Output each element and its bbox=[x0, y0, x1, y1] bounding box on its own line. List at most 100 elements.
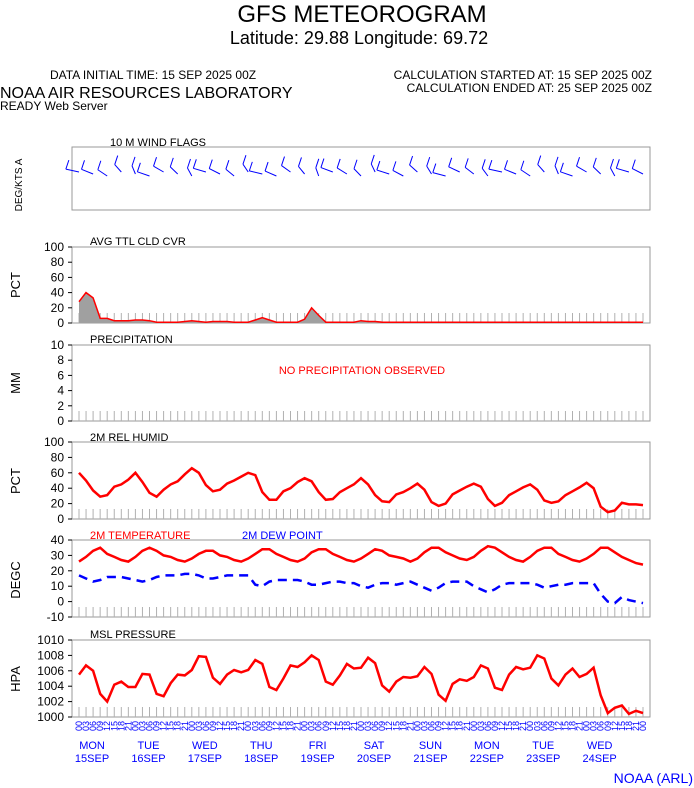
x-hour-label: 18 bbox=[286, 721, 296, 731]
y-tick-label: 1008 bbox=[37, 648, 64, 662]
wind-barb-flag bbox=[81, 160, 85, 170]
precip-panel-frame bbox=[71, 344, 651, 422]
x-hour-label: 18 bbox=[455, 721, 465, 731]
x-hour-label: 21 bbox=[462, 721, 472, 731]
x-hour-label: 18 bbox=[398, 721, 408, 731]
y-tick-label: 60 bbox=[51, 466, 65, 480]
wind-barb-flag bbox=[353, 159, 358, 169]
y-tick-label: 20 bbox=[51, 497, 65, 511]
x-day-label: FRI bbox=[309, 740, 327, 752]
wind-barb bbox=[353, 168, 362, 177]
x-hour-label: 09 bbox=[152, 721, 162, 731]
x-day-label: SUN bbox=[419, 740, 442, 752]
wind-barb bbox=[281, 165, 291, 173]
y-tick-label: 2 bbox=[57, 399, 64, 413]
dewpoint-series-title: 2M DEW POINT bbox=[242, 530, 323, 542]
x-hour-label: 21 bbox=[349, 721, 359, 731]
y-tick-label: 100 bbox=[44, 435, 64, 449]
wind-barb-flag bbox=[615, 159, 620, 169]
x-hour-label: 00 bbox=[356, 721, 366, 731]
x-hour-label: 06 bbox=[145, 721, 155, 731]
x-hour-label: 15 bbox=[166, 721, 176, 731]
wind-barb-flag bbox=[242, 155, 247, 165]
x-hour-label: 03 bbox=[532, 721, 542, 731]
wind-barb bbox=[464, 166, 475, 175]
x-hour-label: 15 bbox=[560, 721, 570, 731]
x-date-label: 23SEP bbox=[526, 753, 560, 765]
org-label: NOAA AIR RESOURCES LABORATORY bbox=[0, 85, 293, 102]
x-day-label: TUE bbox=[532, 740, 554, 752]
x-hour-label: 00 bbox=[582, 721, 592, 731]
x-hour-label: 06 bbox=[257, 721, 267, 731]
x-hour-label: 03 bbox=[194, 721, 204, 731]
x-hour-label: 15 bbox=[109, 721, 119, 731]
wind-barb-flag bbox=[208, 159, 213, 169]
x-hour-label: 09 bbox=[546, 721, 556, 731]
x-hour-label: 03 bbox=[81, 721, 91, 731]
x-hour-label: 12 bbox=[271, 721, 281, 731]
x-day-label: MON bbox=[79, 740, 105, 752]
wind-barb-flag bbox=[131, 156, 136, 167]
x-hour-label: 12 bbox=[497, 721, 507, 731]
x-hour-label: 09 bbox=[434, 721, 444, 731]
wind-barb-flag bbox=[336, 158, 341, 169]
y-tick-label: 40 bbox=[51, 533, 65, 547]
wind-barb-flag bbox=[409, 155, 414, 166]
calc-start-label: CALCULATION STARTED AT: 15 SEP 2025 00Z bbox=[394, 68, 652, 82]
x-hour-label: 12 bbox=[441, 721, 451, 731]
x-hour-label: 18 bbox=[229, 721, 239, 731]
humidity-line bbox=[78, 466, 644, 514]
wind-barb-flag bbox=[631, 159, 636, 169]
x-hour-label: 03 bbox=[137, 721, 147, 731]
wind-barb bbox=[97, 169, 108, 177]
x-hour-label: 12 bbox=[553, 721, 563, 731]
data-time-label: DATA INITIAL TIME: 15 SEP 2025 00Z bbox=[50, 68, 256, 82]
wind-barb bbox=[209, 168, 221, 175]
wind-barb bbox=[488, 168, 503, 173]
wind-barb-flag bbox=[448, 157, 453, 167]
y-tick-label: 40 bbox=[51, 481, 65, 495]
x-hour-label: 21 bbox=[631, 721, 641, 731]
y-tick-label: 20 bbox=[51, 301, 65, 315]
wind-barb-flag bbox=[315, 158, 320, 168]
x-hour-label: 21 bbox=[575, 721, 585, 731]
wind-barb-flag bbox=[248, 161, 253, 172]
chart-marks: 0204060801000246810020406080100-10010203… bbox=[37, 154, 648, 765]
temperature-line bbox=[78, 544, 644, 566]
wind-barb bbox=[169, 166, 179, 175]
wind-barb bbox=[187, 167, 193, 177]
y-tick-label: 1004 bbox=[37, 679, 64, 693]
temperature-series-title: 2M TEMPERATURE bbox=[90, 530, 190, 542]
y-tick-label: 0 bbox=[57, 316, 64, 330]
x-date-label: 15SEP bbox=[75, 753, 109, 765]
x-day-label: TUE bbox=[137, 740, 159, 752]
wind-barb-flag bbox=[520, 160, 525, 170]
y-tick-label: 100 bbox=[44, 240, 64, 254]
x-hour-label: 15 bbox=[504, 721, 514, 731]
wind-barb-flag bbox=[320, 158, 325, 168]
x-hour-label: 06 bbox=[201, 721, 211, 731]
x-hour-label: 21 bbox=[180, 721, 190, 731]
y-tick-label: 0 bbox=[57, 595, 64, 609]
wind-barb bbox=[576, 165, 587, 173]
wind-barb bbox=[336, 167, 348, 175]
wind-barb-flag bbox=[225, 160, 230, 170]
y-tick-label: 1002 bbox=[37, 695, 64, 709]
x-hour-label: 09 bbox=[321, 721, 331, 731]
wind-barb-flag bbox=[192, 159, 197, 169]
x-hour-label: 00 bbox=[300, 721, 310, 731]
x-hour-label: 12 bbox=[328, 721, 338, 731]
y-tick-label: 10 bbox=[51, 579, 65, 593]
x-hour-label: 18 bbox=[511, 721, 521, 731]
pressure-line bbox=[78, 653, 644, 716]
y-tick-label: 1010 bbox=[37, 633, 64, 647]
wind-barb-flag bbox=[464, 158, 469, 168]
x-hour-label: 12 bbox=[159, 721, 169, 731]
cloud-panel-title: AVG TTL CLD CVR bbox=[90, 236, 186, 248]
wind-barb bbox=[616, 167, 630, 173]
x-hour-label: 06 bbox=[314, 721, 324, 731]
x-date-label: 21SEP bbox=[413, 753, 447, 765]
x-hour-label: 03 bbox=[476, 721, 486, 731]
wind-barb-flag bbox=[488, 159, 493, 170]
wind-barb-flag bbox=[136, 162, 141, 172]
